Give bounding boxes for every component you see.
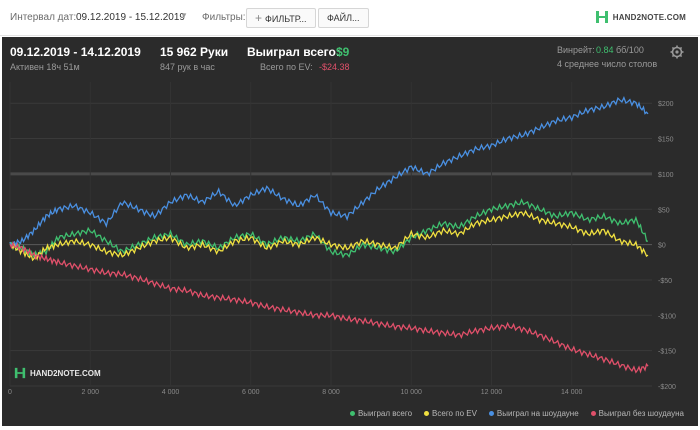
filter-button-label: ФИЛЬТР... [265,14,307,24]
y-tick-label: -$100 [658,313,676,320]
hands-count: 15 962 Руки [160,45,229,59]
legend-dot [349,411,355,416]
x-tick-label: 4 000 [162,389,180,396]
legend-item[interactable]: Выиграл всего [349,409,413,418]
y-tick-label: $100 [658,172,674,179]
legend-label: Выиграл на шоудауне [496,409,579,418]
winrate-unit: бб/100 [616,45,644,55]
hand2note-watermark-icon [14,367,26,379]
file-button-label: ФАЙЛ... [327,13,360,23]
y-tick-label: $150 [658,137,674,144]
tables-count: 4 среднее число столов [557,59,658,69]
x-tick-label: 2 000 [81,389,99,396]
legend-item[interactable]: Выиграл на шоудауне [488,409,579,418]
series-line [9,198,648,260]
filter-button[interactable]: + ФИЛЬТР... [246,8,316,28]
active-time: Активен 18ч 51м [10,62,80,72]
hand2note-logo-icon [595,11,608,23]
graph-panel: $200 $150 $100 $50 $0 -$50 -$100 -$150 -$200 0 2 0… [2,37,698,426]
gear-icon[interactable] [670,45,684,59]
x-tick-label: 8 000 [322,389,340,396]
watermark: HAND2NOTE.COM [14,367,101,379]
hands-per-hour: 847 рук в час [160,62,215,72]
legend-label: Выиграл без шоудауна [598,409,684,418]
series-line [9,209,649,262]
legend-label: Всего по EV [432,409,477,418]
won-total-label: Выиграл всего: [247,45,340,59]
winrate-value: 0.84 [596,45,614,55]
y-tick-label: -$200 [658,384,676,391]
y-tick-label: $200 [658,101,674,108]
logo-text: HAND2NOTE.COM [612,12,686,22]
series-line [9,96,649,249]
y-tick-label: -$150 [658,349,676,356]
chevron-down-icon[interactable]: ▼ [180,11,188,20]
ev-value: -$24.38 [319,62,350,72]
x-tick-label: 14 000 [561,389,583,396]
ev-label: Всего по EV: [260,62,313,72]
y-tick-label: -$50 [658,278,672,285]
toolbar: Интервал дат: 09.12.2019 - 15.12.2019 ▼ … [0,0,700,36]
y-tick-label: $0 [658,243,666,250]
interval-label: Интервал дат: [10,12,77,23]
date-range: 09.12.2019 - 14.12.2019 [10,45,141,59]
legend-item[interactable]: Всего по EV [424,409,477,418]
won-total-value: $9 [336,45,350,59]
x-tick-label: 12 000 [481,389,503,396]
interval-select[interactable]: 09.12.2019 - 15.12.2019 [76,12,185,23]
series-line [9,240,649,374]
y-tick-label: $50 [658,207,670,214]
legend-dot [590,411,596,416]
legend-dot [424,411,430,416]
legend-dot [488,411,494,416]
plus-icon: + [255,11,263,25]
legend-label: Выиграл всего [357,409,413,418]
results-chart: $200 $150 $100 $50 $0 -$50 -$100 -$150 -$200 0 2 0… [8,82,676,396]
winrate-label: Винрейт: [557,45,595,55]
legend-item[interactable]: Выиграл без шоудауна [590,409,684,418]
file-button[interactable]: ФАЙЛ... [318,8,369,28]
x-tick-label: 10 000 [401,389,423,396]
x-tick-label: 0 [8,389,12,396]
logo: HAND2NOTE.COM [595,10,686,24]
x-tick-label: 6 000 [242,389,260,396]
chart-legend: Выиграл всего Всего по EV Выиграл на шоуда… [349,409,684,418]
watermark-text: HAND2NOTE.COM [30,368,101,378]
filters-label: Фильтры: [202,12,246,23]
